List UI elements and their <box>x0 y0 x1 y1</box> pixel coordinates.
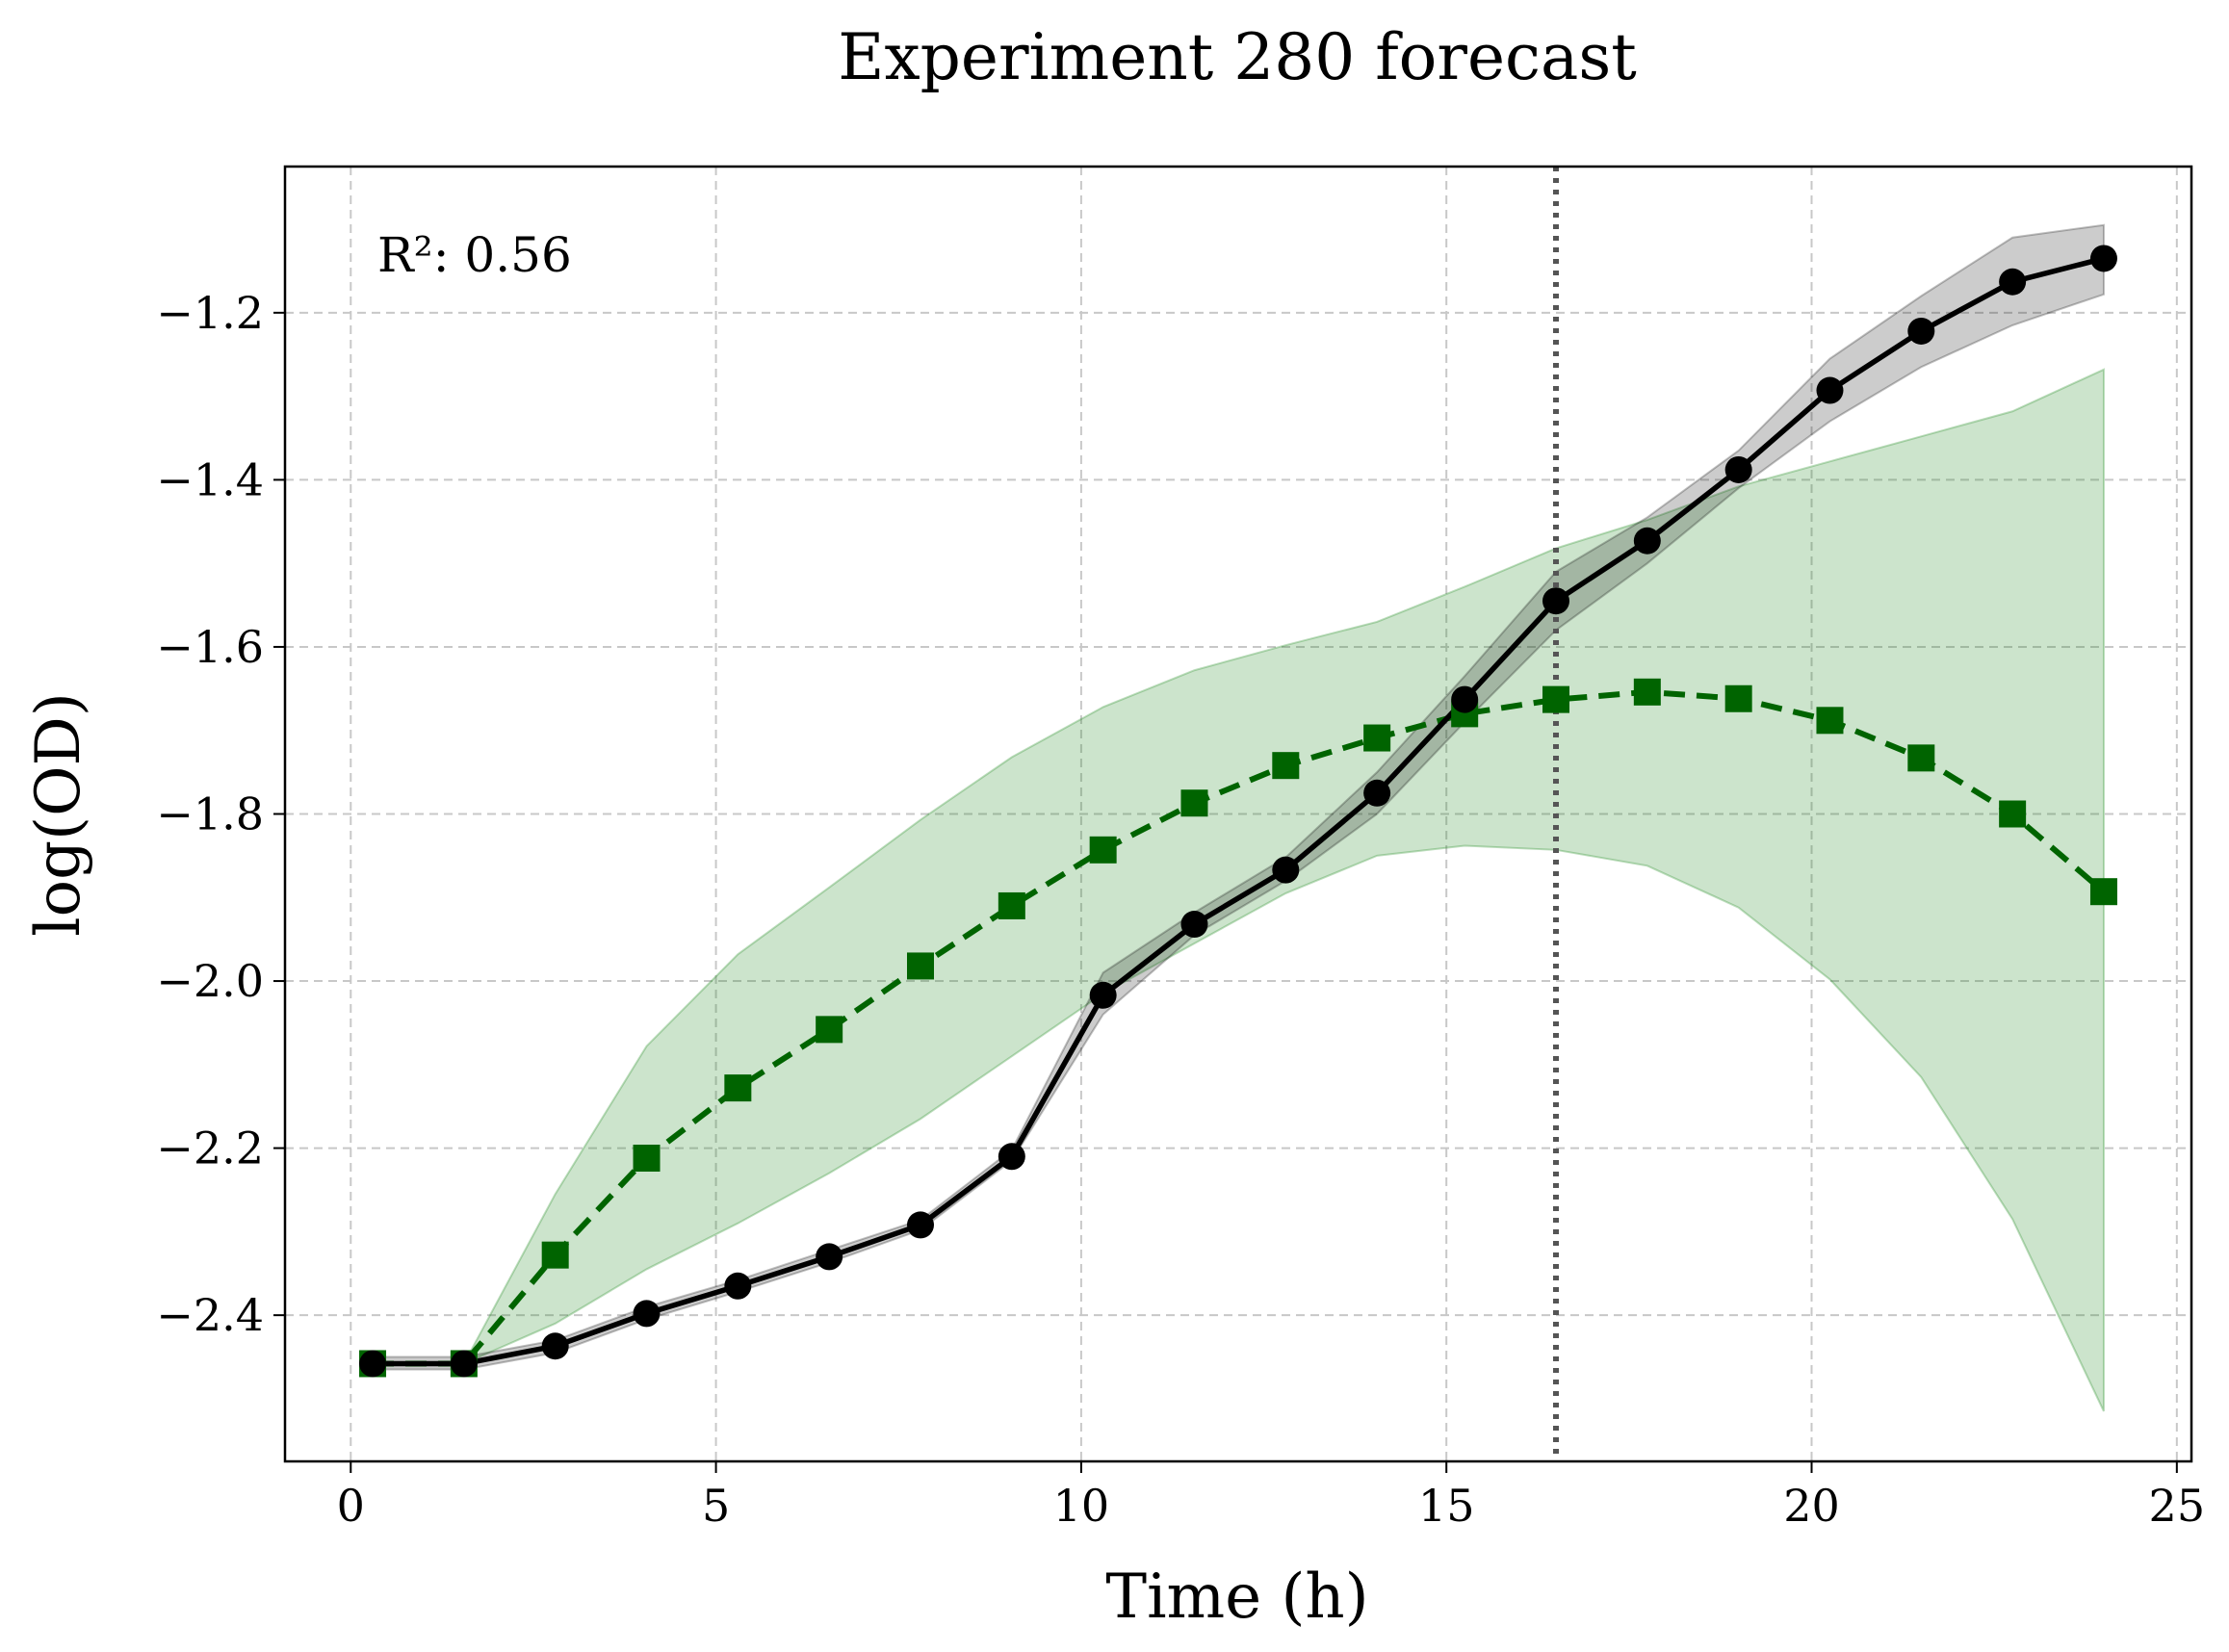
observed-point <box>1542 587 1569 615</box>
forecast-point <box>1542 685 1569 713</box>
x-tick-label: 15 <box>1418 1480 1475 1532</box>
observed-point <box>1633 527 1661 555</box>
x-tick-label: 20 <box>1783 1480 1840 1532</box>
forecast-point <box>1180 789 1208 817</box>
observed-line <box>373 255 2105 1367</box>
observed-point <box>1089 981 1117 1009</box>
observed-point <box>1272 856 1300 884</box>
forecast-point <box>1272 752 1300 780</box>
y-tick-label: −2.2 <box>156 1123 264 1174</box>
forecast-point <box>724 1074 752 1102</box>
observed-point <box>1451 685 1479 713</box>
observed-point <box>633 1300 661 1328</box>
forecast-point <box>1724 684 1752 712</box>
observed-point <box>907 1211 934 1239</box>
confidence-bands <box>372 223 2105 1412</box>
axis-ticks: 0 5 10 15 20 25 −2.4 −2.2 −2.0 −1.8 −1.6 −1.4 −1.2 <box>156 287 2205 1532</box>
observed-band <box>372 223 2105 1371</box>
forecast-point <box>816 1016 843 1044</box>
x-axis-label: Time (h) <box>1105 1562 1368 1633</box>
forecast-point <box>1816 707 1844 735</box>
observed-point <box>2089 245 2117 272</box>
x-tick-label: 25 <box>2149 1480 2206 1532</box>
observed-point <box>998 1143 1025 1171</box>
observed-point <box>450 1350 478 1378</box>
observed-point <box>816 1243 843 1271</box>
observed-point <box>1999 268 2027 296</box>
observed-point <box>1363 779 1391 807</box>
x-tick-label: 0 <box>337 1480 365 1532</box>
y-tick-label: −2.4 <box>156 1289 264 1341</box>
observed-point <box>1724 455 1752 483</box>
forecast-point <box>1907 744 1935 772</box>
x-tick-label: 5 <box>702 1480 730 1532</box>
observed-point <box>1907 317 1935 345</box>
forecast-point <box>1633 678 1661 706</box>
forecast-point <box>2089 878 2117 906</box>
observed-point <box>1816 376 1844 404</box>
r-squared-annotation: R²: 0.56 <box>377 227 572 283</box>
y-tick-label: −1.8 <box>156 788 264 840</box>
observed-point <box>541 1332 569 1360</box>
observed-point <box>1180 911 1208 939</box>
forecast-point <box>907 952 934 980</box>
y-tick-label: −1.6 <box>156 621 264 673</box>
x-tick-label: 10 <box>1053 1480 1110 1532</box>
chart-title: Experiment 280 forecast <box>838 20 1636 94</box>
forecast-point <box>1089 836 1117 864</box>
forecast-point <box>1363 724 1391 752</box>
forecast-point <box>998 891 1025 919</box>
y-axis-label: log(OD) <box>23 692 94 937</box>
series-markers <box>359 245 2117 1378</box>
series-lines <box>373 255 2106 1367</box>
observed-point <box>724 1272 752 1300</box>
forecast-point <box>633 1145 661 1173</box>
forecast-point <box>541 1241 569 1269</box>
y-tick-label: −1.2 <box>156 287 264 339</box>
y-tick-label: −1.4 <box>156 453 264 505</box>
observed-point <box>359 1350 387 1378</box>
y-tick-label: −2.0 <box>156 955 264 1007</box>
forecast-point <box>1999 800 2027 828</box>
grid <box>285 167 2191 1461</box>
